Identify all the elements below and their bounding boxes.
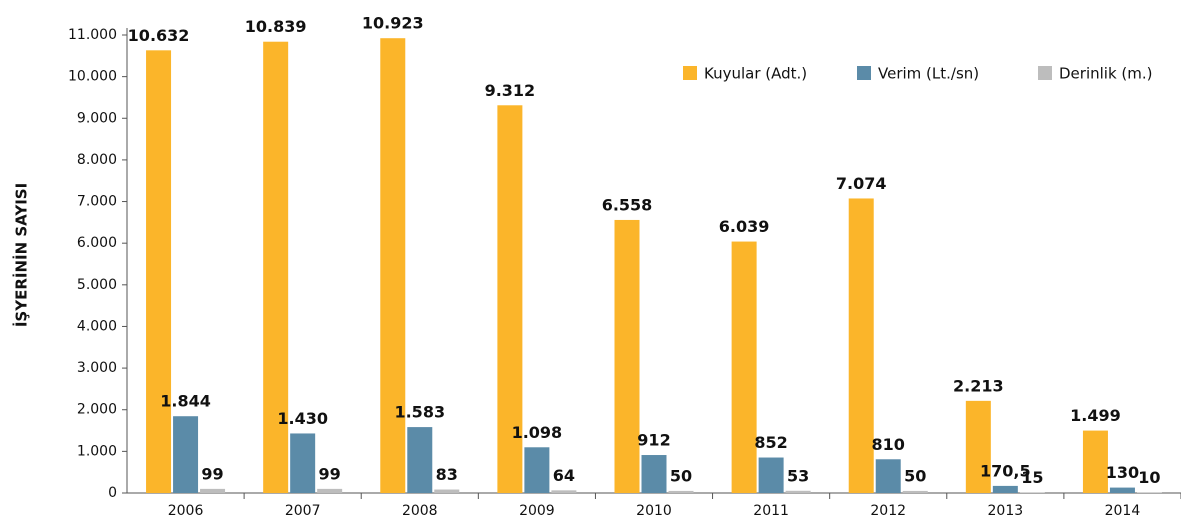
x-tick-label: 2011 [753,503,789,519]
bar [965,400,991,493]
value-label: 99 [201,464,223,483]
value-label: 170,5 [980,461,1031,480]
value-label: 50 [904,466,926,485]
y-tick-label: 6.000 [77,235,117,251]
bar [497,105,523,494]
value-label: 2.213 [953,376,1004,395]
bar [848,198,874,494]
y-tick-label: 7.000 [77,194,117,210]
legend-label: Verim (Lt./sn) [878,65,979,83]
bar [641,455,667,493]
value-label: 10.632 [128,26,190,45]
bar [668,490,694,493]
x-tick-label: 2014 [1105,503,1141,519]
bar [524,447,550,493]
x-tick-label: 2010 [636,503,672,519]
value-label: 9.312 [485,81,536,100]
y-tick-label: 4.000 [77,318,117,334]
y-tick-label: 9.000 [77,110,117,126]
bar [317,488,343,493]
bar [146,50,172,494]
bar [992,485,1018,493]
value-label: 83 [436,465,458,484]
value-label: 15 [1021,468,1043,487]
legend-swatch [683,66,697,80]
x-tick-label: 2006 [168,503,204,519]
legend-label: Derinlik (m.) [1059,65,1153,83]
y-tick-label: 10.000 [68,69,117,85]
legend-swatch [857,66,871,80]
bar [434,489,460,493]
value-label: 10.839 [245,17,307,36]
bar [380,38,406,494]
bar [614,219,640,493]
value-label: 852 [754,433,787,452]
bar [173,416,199,493]
y-axis-label: İŞYERİNİN SAYISI [12,183,31,327]
bar [263,41,289,493]
value-label: 1.499 [1070,406,1121,425]
y-tick-label: 3.000 [77,360,117,376]
bar [1019,492,1045,493]
bar [875,459,901,493]
x-tick-label: 2007 [285,503,321,519]
value-label: 64 [553,466,575,485]
bar [290,433,316,493]
value-label: 99 [319,464,341,483]
bar [1082,430,1108,493]
legend-swatch [1038,66,1052,80]
y-tick-label: 2.000 [77,402,117,418]
bar [785,490,811,493]
y-tick-label: 8.000 [77,152,117,168]
bar [1109,487,1135,493]
bar [758,457,784,493]
x-tick-label: 2012 [870,503,906,519]
bar [200,488,226,493]
value-label: 10 [1138,468,1160,487]
x-tick-label: 2009 [519,503,555,519]
value-label: 6.039 [719,217,770,236]
y-tick-label: 0 [108,485,117,501]
value-label: 53 [787,466,809,485]
y-tick-label: 5.000 [77,277,117,293]
value-label: 130 [1106,463,1139,482]
legend-label: Kuyular (Adt.) [704,65,807,83]
y-tick-label: 1.000 [77,443,117,459]
value-label: 50 [670,466,692,485]
value-label: 6.558 [602,195,653,214]
value-label: 1.583 [394,403,445,422]
bar [551,490,577,493]
x-tick-label: 2013 [988,503,1024,519]
value-label: 10.923 [362,14,424,33]
bar [902,490,928,493]
value-label: 912 [637,431,670,450]
value-label: 1.430 [277,409,328,428]
value-label: 7.074 [836,174,887,193]
bar [407,427,433,493]
value-label: 810 [872,435,905,454]
value-label: 1.098 [512,423,563,442]
bar [731,241,757,493]
value-label: 1.844 [160,392,211,411]
x-tick-label: 2008 [402,503,438,519]
y-tick-label: 11.000 [68,27,117,43]
